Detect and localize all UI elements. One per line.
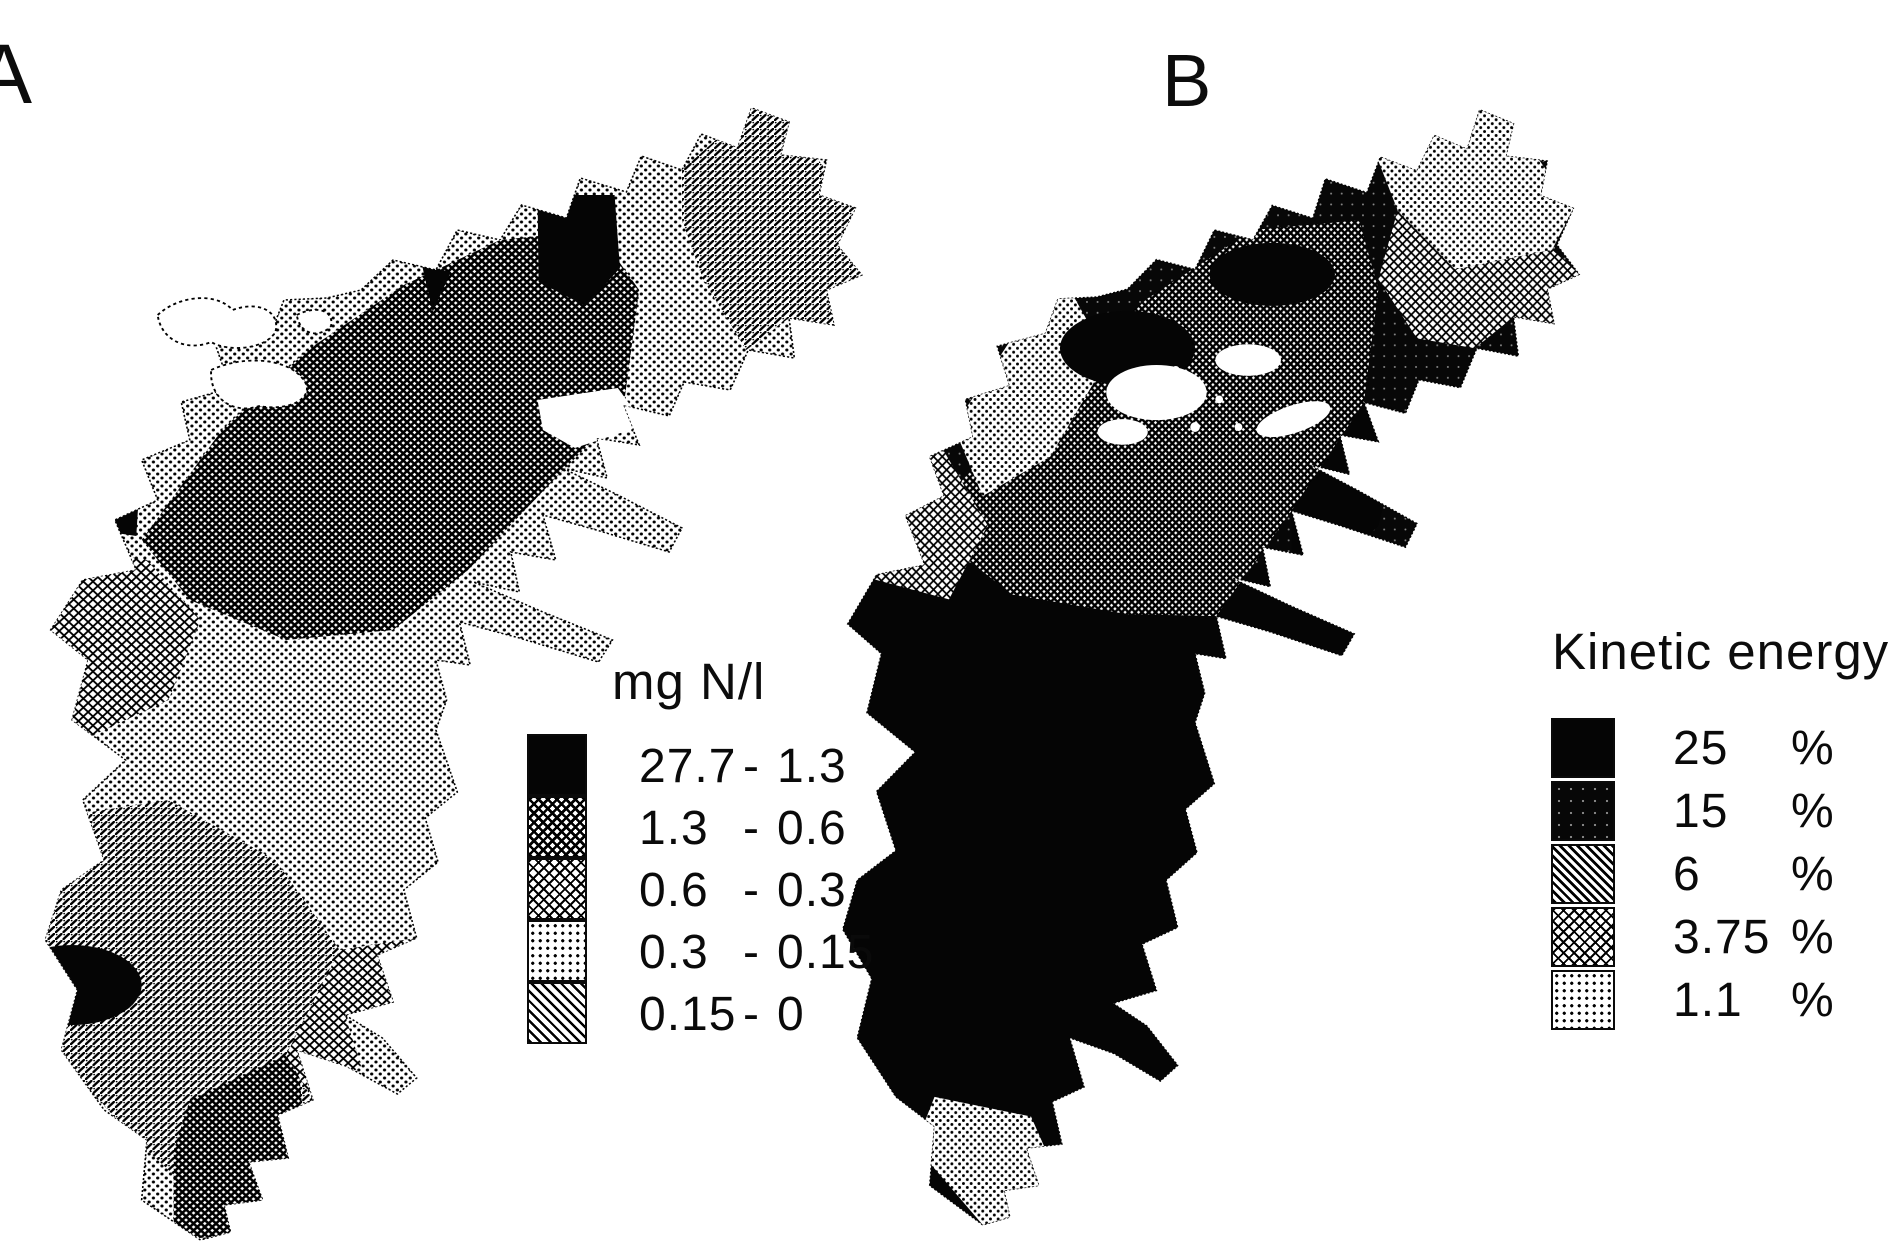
legend-a-title: mg N/l: [612, 653, 766, 710]
legend-swatch-medium-crosshatch: [1551, 907, 1615, 967]
range-lo: 27.7: [639, 739, 737, 793]
legend-value: 3.75 %: [1673, 910, 1835, 965]
legend-swatch-solid-black: [527, 734, 587, 796]
range-lo: 0.6: [639, 863, 709, 917]
range-hi: 0.3: [777, 863, 847, 917]
value-number: 3.75: [1673, 910, 1771, 964]
legend-value: 6 %: [1673, 847, 1835, 902]
legend-range: 0.6 - 0.3: [639, 863, 847, 918]
value-unit: %: [1791, 721, 1835, 775]
map-a-lake-outlines: [156, 297, 333, 410]
range-dash: -: [743, 801, 760, 855]
value-unit: %: [1791, 784, 1835, 838]
range-hi: 0.15: [777, 925, 875, 979]
legend-swatch-light-dots: [1551, 970, 1615, 1030]
range-hi: 0: [777, 987, 805, 1041]
legend-value: 1.1 %: [1673, 973, 1835, 1028]
legend-b-row: 25 %: [1551, 718, 1835, 778]
value-number: 6: [1673, 847, 1701, 901]
range-hi: 0.6: [777, 801, 847, 855]
range-dash: -: [743, 739, 760, 793]
legend-b-row: 6 %: [1551, 844, 1835, 904]
legend-swatch-dense-diagonal-hatch: [1551, 844, 1615, 904]
range-lo: 0.15: [639, 987, 737, 1041]
legend-swatch-medium-crosshatch: [527, 858, 587, 920]
value-unit: %: [1791, 910, 1835, 964]
legend-a-row: 1.3 - 0.6: [527, 796, 874, 859]
value-number: 15: [1673, 784, 1729, 838]
legend-swatch-near-black: [1551, 781, 1615, 841]
legend-b-row: 3.75 %: [1551, 907, 1835, 967]
legend-a-row: 27.7 - 1.3: [527, 734, 874, 797]
legend-swatch-solid-black: [1551, 718, 1615, 778]
legend-range: 1.3 - 0.6: [639, 801, 847, 856]
map-a-white-notch: [537, 388, 645, 448]
map-a-black-wedge: [421, 265, 451, 312]
range-lo: 1.3: [639, 801, 709, 855]
value-number: 1.1: [1673, 973, 1743, 1027]
legend-a-row: 0.15 - 0: [527, 982, 874, 1045]
legend-swatch-dense-crosshatch: [527, 796, 587, 858]
map-a-black-sw-blob: [45, 945, 142, 1025]
range-lo: 0.3: [639, 925, 709, 979]
map-a-zone-ne-hatch: [682, 108, 862, 350]
map-a-zone-west1: [45, 540, 201, 740]
map-b-white-holes: [1097, 344, 1331, 445]
legend-value: 25 %: [1673, 721, 1835, 776]
legend-a-row: 0.6 - 0.3: [527, 858, 874, 921]
range-hi: 1.3: [777, 739, 847, 793]
legend-b-row: 1.1 %: [1551, 970, 1835, 1030]
legend-swatch-light-dots: [527, 920, 587, 982]
map-a-black-west-patch: [91, 458, 141, 536]
map-b-black-blob2: [1209, 242, 1335, 306]
legend-value: 15 %: [1673, 784, 1835, 839]
panel-a-label: A: [0, 27, 33, 121]
range-dash: -: [743, 925, 760, 979]
panel-b-label: B: [1162, 39, 1212, 122]
value-number: 25: [1673, 721, 1729, 775]
legend-range: 0.3 - 0.15: [639, 925, 874, 980]
legend-swatch-diagonal-hatch: [527, 982, 587, 1044]
range-dash: -: [743, 987, 760, 1041]
legend-range: 0.15 - 0: [639, 987, 805, 1042]
legend-b-row: 15 %: [1551, 781, 1835, 841]
map-a-black-top-blob: [537, 195, 620, 306]
legend-range: 27.7 - 1.3: [639, 739, 847, 794]
legend-a: 27.7 - 1.3 1.3 - 0.6 0.6 - 0.3 0.3: [527, 734, 874, 1045]
legend-b-title: Kinetic energy: [1552, 623, 1890, 680]
map-b: [842, 109, 1580, 1226]
map-a-zone-dense-band: [141, 230, 640, 640]
map-b-zone-ne-med: [1378, 210, 1580, 349]
value-unit: %: [1791, 847, 1835, 901]
legend-a-row: 0.3 - 0.15: [527, 920, 874, 983]
range-dash: -: [743, 863, 760, 917]
legend-b: 25 % 15 % 6 % 3.75 %: [1551, 718, 1835, 1033]
value-unit: %: [1791, 973, 1835, 1027]
